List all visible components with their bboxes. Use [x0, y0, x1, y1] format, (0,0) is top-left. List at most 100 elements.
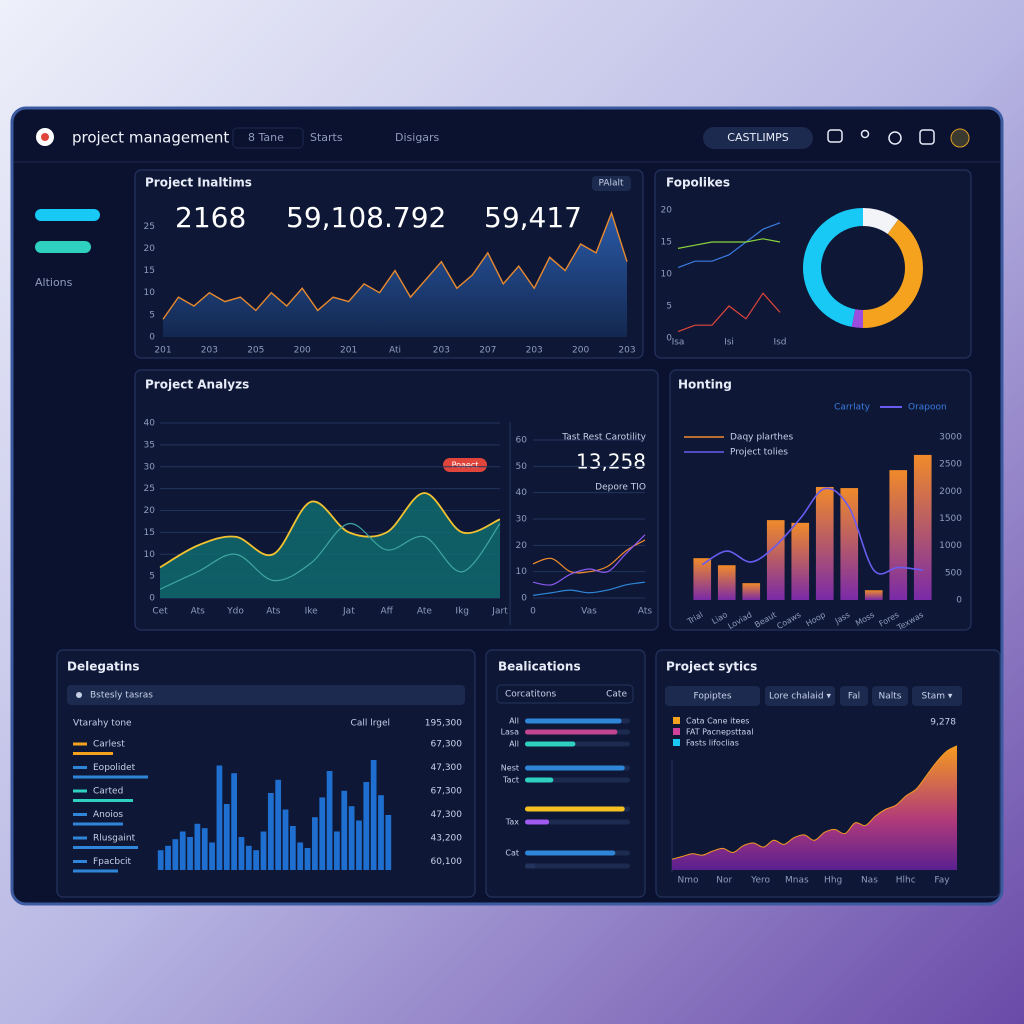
badge[interactable] [592, 176, 631, 191]
x-tick-label: 203 [201, 346, 218, 356]
item-dash [73, 789, 87, 793]
badge-label[interactable]: PAlalt [598, 179, 624, 189]
item-name: Eopolidet [93, 763, 136, 773]
filter-button[interactable] [765, 686, 835, 706]
bar-label: Lasa [501, 728, 520, 737]
legend-swatch [673, 739, 680, 746]
x-tick-label: Jart [491, 607, 508, 617]
nav-tab[interactable] [232, 127, 304, 149]
filter-button[interactable] [872, 686, 908, 706]
item-dash [73, 766, 87, 769]
x-tick-label: 203 [433, 346, 450, 356]
filter-label[interactable]: Stam ▾ [922, 692, 953, 702]
y-tick-label: 40 [144, 419, 156, 429]
line [677, 292, 781, 333]
item-name: Fpacbcit [93, 857, 132, 867]
panel-title: Project Inaltims [145, 176, 252, 190]
item-bar [73, 822, 123, 826]
bar [253, 850, 260, 870]
legend-swatch [673, 728, 680, 735]
bar [742, 583, 761, 600]
badge-label[interactable]: Poaect [452, 461, 479, 470]
line [677, 238, 781, 249]
filter-button[interactable] [912, 686, 962, 706]
bar [525, 718, 622, 724]
y-tick-label: 0 [956, 596, 962, 606]
bar [187, 837, 193, 870]
item-name: Carted [93, 787, 123, 797]
header-button-label[interactable]: CASTLIMPS [727, 131, 788, 144]
line [532, 539, 646, 574]
filter-label[interactable]: Fal [848, 692, 860, 702]
item-bar [73, 752, 113, 755]
header-button[interactable] [703, 127, 813, 149]
item-bar [73, 869, 118, 873]
filter-label[interactable]: Nalts [879, 692, 902, 702]
search-text[interactable]: Bstesly tasras [90, 691, 153, 701]
item-name: Rlusgaint [93, 834, 136, 844]
legend-label: Fasts lifoclias [686, 739, 739, 748]
total: 195,300 [425, 719, 462, 729]
bar [201, 828, 208, 870]
x-tick-label: 201 [154, 346, 171, 356]
x-tick-label: Vas [581, 607, 597, 617]
x-tick-label: Nas [861, 876, 878, 886]
bar [194, 823, 201, 870]
bar [363, 782, 370, 870]
nav-item[interactable]: Starts [310, 131, 343, 144]
icon-user[interactable] [860, 129, 870, 139]
search-box[interactable] [67, 685, 465, 705]
nav-item[interactable]: Disigars [395, 131, 440, 144]
total: 67,300 [431, 787, 463, 797]
y-tick-label: 25 [144, 484, 155, 494]
bar [791, 522, 810, 600]
filter-button[interactable] [665, 686, 760, 706]
sub-title: Tast Rest Carotility [561, 433, 646, 443]
icon-chat[interactable] [827, 129, 843, 143]
y-tick-label: 3000 [939, 433, 962, 443]
bar [282, 809, 289, 870]
item-bar [73, 799, 133, 802]
bar-label: Nest [501, 764, 519, 773]
y-tick-label: 500 [945, 568, 962, 578]
donut-segment [851, 309, 863, 328]
filter-label[interactable]: Fopiptes [693, 692, 731, 702]
x-tick-label: Ydo [226, 607, 244, 617]
item-dash [73, 836, 87, 840]
bar [913, 454, 932, 600]
bar-label: All [509, 740, 519, 749]
bar [297, 842, 304, 870]
nav-item[interactable]: 8 Tane [248, 131, 284, 144]
y-tick-label: 20 [144, 506, 156, 516]
panel [56, 649, 476, 898]
bar [216, 765, 223, 870]
item-bar [73, 775, 148, 779]
legend-label: Orapoon [908, 403, 947, 413]
panel-title: Honting [678, 378, 732, 392]
y-tick-label: 1000 [939, 541, 962, 551]
icon-settings[interactable] [919, 129, 935, 145]
x-tick-label: Yero [750, 876, 770, 886]
filter-button[interactable] [840, 686, 868, 706]
legend-label: Cata Cane itees [686, 717, 749, 726]
icon-refresh[interactable] [888, 131, 902, 145]
total: 47,300 [431, 810, 463, 820]
bar [334, 831, 340, 870]
sidebar-pill[interactable] [35, 241, 91, 253]
bar [172, 839, 179, 870]
badge[interactable] [443, 458, 487, 472]
donut-segment [863, 219, 923, 329]
x-tick-label: 207 [479, 346, 496, 356]
total: 43,200 [431, 834, 463, 844]
x-tick-label: 201 [340, 346, 357, 356]
stat: 13,258 [576, 450, 646, 474]
bar [525, 850, 616, 856]
column-header: Cate [606, 690, 627, 700]
avatar[interactable] [950, 128, 970, 148]
line [532, 534, 646, 586]
bar [304, 848, 311, 870]
sidebar-pill[interactable] [35, 209, 100, 221]
y-tick-label: 25 [144, 222, 155, 232]
filter-label[interactable]: Lore chalaid ▾ [769, 692, 832, 702]
